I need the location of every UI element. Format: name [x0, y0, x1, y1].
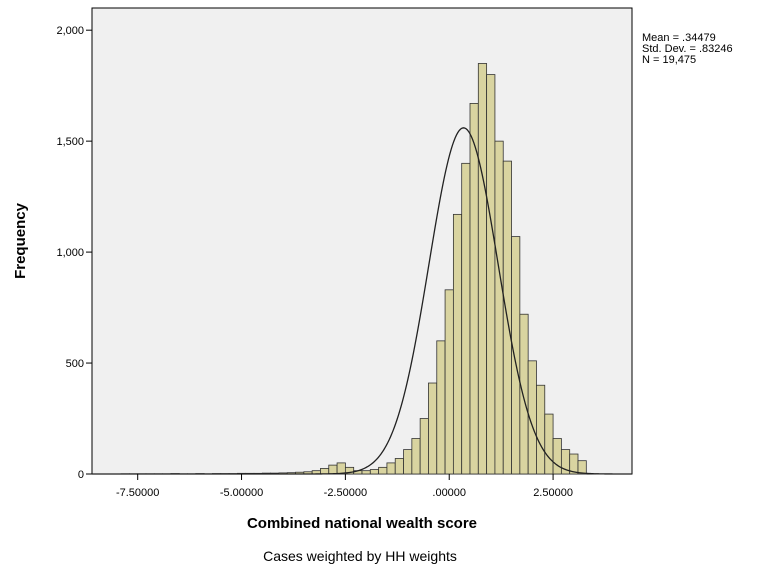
x-tick-label: 2.50000 [533, 487, 573, 499]
y-axis: 0 500 1,000 1,500 2,000 [56, 25, 92, 481]
histogram-bar [328, 464, 338, 475]
y-tick-label: 2,000 [56, 25, 84, 37]
x-axis-title: Combined national wealth score [247, 515, 477, 532]
histogram-bar [486, 74, 496, 475]
histogram-bar [519, 313, 529, 475]
x-axis: -7.50000 -5.00000 -2.50000 .00000 2.50000 [116, 474, 573, 499]
histogram-bar [378, 466, 388, 475]
histogram-bar [428, 382, 438, 475]
histogram-bar [361, 470, 371, 475]
histogram-bar [436, 340, 446, 475]
histogram-bar [469, 103, 479, 475]
histogram-bar [369, 469, 380, 475]
histogram-bar [336, 462, 346, 475]
x-tick-label: -7.50000 [116, 487, 159, 499]
histogram-bar [461, 162, 471, 475]
x-tick-label: -2.50000 [324, 487, 367, 499]
histogram-bar [477, 63, 488, 475]
y-tick-label: 1,500 [56, 136, 84, 148]
x-tick-label: .00000 [432, 487, 466, 499]
histogram-bar [452, 213, 463, 475]
histogram-bar [419, 418, 429, 475]
histogram-bar [444, 289, 454, 475]
histogram-bar [544, 413, 554, 475]
histogram-bar [386, 462, 396, 475]
histogram-bar [536, 384, 546, 475]
stats-box: Mean = .34479 Std. Dev. = .83246 N = 19,… [642, 33, 733, 66]
plot-area [91, 7, 633, 475]
histogram-bar [511, 236, 521, 475]
histogram-bar [552, 438, 562, 475]
histogram-bar [403, 449, 413, 475]
histogram-bar [494, 140, 504, 475]
mean-stat: Mean = .34479 [642, 32, 716, 44]
normal-curve [92, 127, 632, 475]
histogram-bar [577, 460, 587, 475]
y-axis-title: Frequency [12, 202, 29, 279]
histogram-bar [394, 458, 404, 475]
y-tick-label: 0 [78, 469, 84, 481]
histogram-bar [411, 438, 421, 475]
y-tick-label: 500 [66, 358, 84, 370]
y-tick-label: 1,000 [56, 247, 84, 259]
std-dev-stat: Std. Dev. = .83246 [642, 43, 733, 55]
n-stat: N = 19,475 [642, 54, 697, 66]
weighting-footnote: Cases weighted by HH weights [263, 548, 457, 564]
x-tick-label: -5.00000 [220, 487, 263, 499]
histogram-bar [320, 468, 330, 475]
